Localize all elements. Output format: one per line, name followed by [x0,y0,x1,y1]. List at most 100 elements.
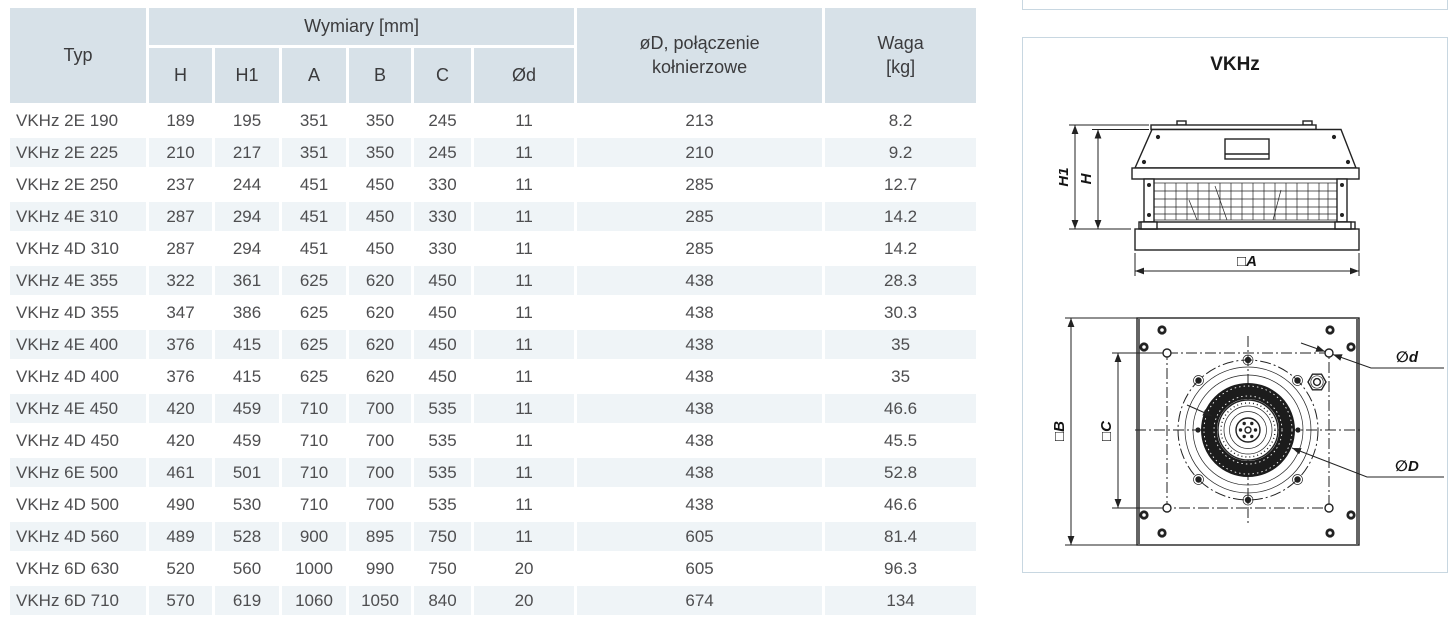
cell-value: 351 [282,138,346,167]
table-row: VKHz 4E 400 376 415 625 620 450 11 438 35 [10,330,977,359]
cell-value: 28.3 [825,266,977,295]
cell-value: 451 [282,170,346,199]
cell-value: 750 [414,522,471,551]
dimensions-table: Typ Wymiary [mm] øD, połączenie kołnierz… [7,5,979,618]
plate-holes [1139,325,1356,538]
drawing-panel: VKHz [1022,37,1448,573]
impeller [1135,336,1361,524]
cell-value: 438 [577,394,823,423]
col-header-a: A [282,48,346,103]
cell-value: 700 [349,394,411,423]
cell-value: 420 [149,426,212,455]
cell-value: 210 [577,138,823,167]
cell-value: 46.6 [825,490,977,519]
cell-value: 11 [474,138,575,167]
cell-value: 710 [282,490,346,519]
cell-value: 46.6 [825,394,977,423]
cell-value: 350 [349,138,411,167]
leader-d-small: ∅d [1300,342,1444,369]
cell-value: 710 [282,426,346,455]
cell-value: 450 [349,170,411,199]
cell-value: 700 [349,458,411,487]
cell-value: 461 [149,458,212,487]
cell-typ: VKHz 4D 560 [10,522,146,551]
cell-value: 45.5 [825,426,977,455]
cell-value: 415 [215,330,279,359]
cell-value: 376 [149,330,212,359]
hex-nut [1307,373,1327,391]
cell-value: 294 [215,202,279,231]
cell-value: 11 [474,106,575,135]
dim-label-d-large: ∅D [1395,458,1419,475]
cell-value: 415 [215,362,279,391]
table-row: VKHz 6D 630 520 560 1000 990 750 20 605 96.3 [10,554,977,583]
col-header-h1: H1 [215,48,279,103]
cell-value: 674 [577,586,823,615]
col-group-wymiary: Wymiary [mm] [149,8,575,46]
cell-typ: VKHz 4D 450 [10,426,146,455]
cell-typ: VKHz 6D 630 [10,554,146,583]
table-row: VKHz 4D 355 347 386 625 620 450 11 438 30.3 [10,298,977,327]
cell-value: 11 [474,170,575,199]
cell-value: 81.4 [825,522,977,551]
cell-value: 625 [282,362,346,391]
cell-value: 287 [149,234,212,263]
cell-value: 376 [149,362,212,391]
drawing-title: VKHz [1210,54,1260,75]
col-header-waga-line1: Waga [877,33,924,54]
cell-value: 20 [474,554,575,583]
cell-value: 625 [282,298,346,327]
cell-value: 459 [215,394,279,423]
cell-value: 710 [282,458,346,487]
cell-value: 895 [349,522,411,551]
cell-value: 11 [474,522,575,551]
cell-value: 990 [349,554,411,583]
cell-value: 420 [149,394,212,423]
cell-value: 620 [349,362,411,391]
cell-typ: VKHz 2E 225 [10,138,146,167]
cell-typ: VKHz 2E 250 [10,170,146,199]
cell-value: 330 [414,170,471,199]
dimension-h1: H1 [1059,124,1149,230]
cell-value: 605 [577,554,823,583]
dim-label-c: □C [1098,420,1115,441]
col-header-flange: øD, połączenie kołnierzowe [577,8,823,103]
dim-label-b: □B [1051,421,1068,441]
cell-value: 294 [215,234,279,263]
cell-value: 459 [215,426,279,455]
cell-typ: VKHz 4D 310 [10,234,146,263]
cell-value: 351 [282,106,346,135]
cell-value: 330 [414,234,471,263]
cell-typ: VKHz 4D 400 [10,362,146,391]
dim-label-d-small: ∅d [1396,349,1419,366]
cell-value: 438 [577,426,823,455]
cell-value: 438 [577,298,823,327]
col-header-typ: Typ [10,8,146,103]
cell-value: 245 [414,138,471,167]
cell-value: 217 [215,138,279,167]
cell-value: 438 [577,362,823,391]
cell-value: 11 [474,202,575,231]
circle-bolts [1193,354,1303,506]
cell-value: 11 [474,426,575,455]
cell-value: 438 [577,490,823,519]
grill-mesh [1154,183,1337,221]
cell-value: 450 [414,362,471,391]
cell-value: 1050 [349,586,411,615]
cell-value: 490 [149,490,212,519]
cell-value: 520 [149,554,212,583]
col-header-flange-line2: kołnierzowe [652,56,748,77]
cell-value: 12.7 [825,170,977,199]
table-body: VKHz 2E 190 189 195 351 350 245 11 213 8.2 VKHz 2… [10,106,977,615]
table-row: VKHz 2E 250 237 244 451 450 330 11 285 12.7 [10,170,977,199]
table-row: VKHz 4D 560 489 528 900 895 750 11 605 81.4 [10,522,977,551]
cell-value: 347 [149,298,212,327]
cell-value: 450 [414,298,471,327]
cell-value: 620 [349,330,411,359]
fan-top-view-drawing: □B □C ∅d ∅D [1051,317,1444,546]
dimension-h: H [1078,129,1149,229]
cell-value: 438 [577,266,823,295]
fan-base [1134,228,1360,251]
fan-grill [1138,178,1356,230]
